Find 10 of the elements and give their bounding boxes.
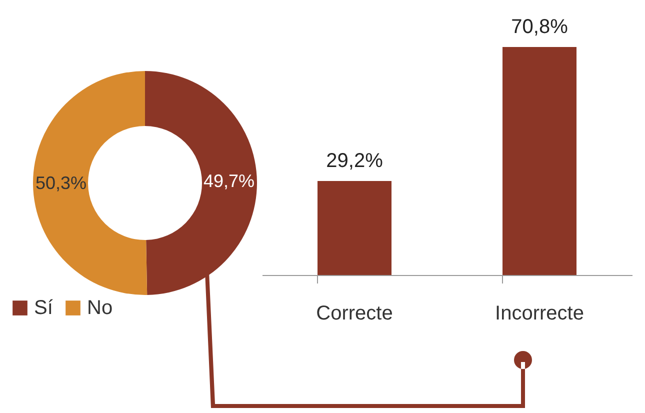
data-label: 49,7% xyxy=(203,171,255,192)
donut-slice xyxy=(145,71,257,295)
donut-slice xyxy=(33,71,148,295)
x-tick-label: Correcte xyxy=(316,302,393,324)
data-label: 50,3% xyxy=(35,172,87,193)
x-tick-label: Incorrecte xyxy=(495,302,584,324)
legend-label: No xyxy=(87,297,113,319)
data-label: 70,8% xyxy=(511,16,568,38)
legend-label: Sí xyxy=(34,297,54,319)
data-label: 29,2% xyxy=(326,150,384,172)
